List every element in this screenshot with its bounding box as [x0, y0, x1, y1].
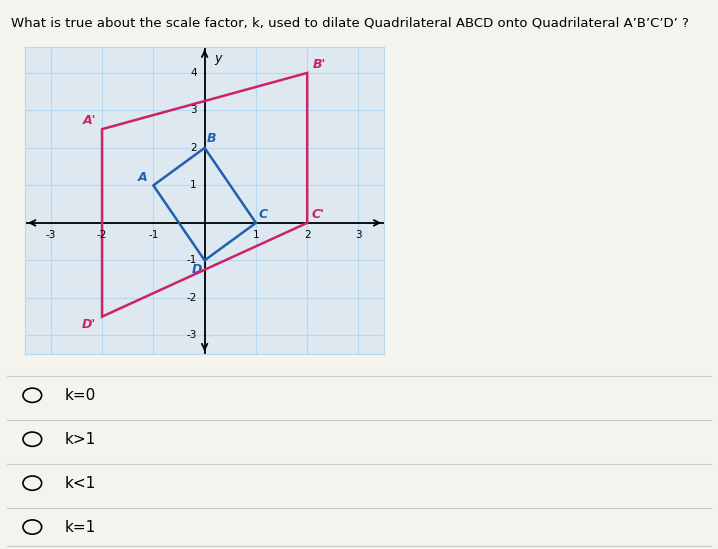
Text: A: A	[138, 171, 147, 183]
Text: k=0: k=0	[65, 388, 96, 403]
Text: -3: -3	[187, 330, 197, 340]
Text: B: B	[208, 132, 217, 145]
Text: C': C'	[312, 208, 325, 221]
Text: D: D	[192, 264, 202, 276]
Text: -2: -2	[97, 229, 107, 239]
Text: 2: 2	[304, 229, 310, 239]
Text: 3: 3	[190, 105, 197, 115]
Text: -2: -2	[187, 293, 197, 303]
Text: C: C	[258, 208, 268, 221]
Text: What is true about the scale factor, k, used to dilate Quadrilateral ABCD onto Q: What is true about the scale factor, k, …	[11, 16, 689, 30]
Text: B': B'	[312, 58, 326, 71]
Text: 2: 2	[190, 143, 197, 153]
Text: 4: 4	[190, 68, 197, 78]
Text: 1: 1	[190, 181, 197, 191]
Text: -3: -3	[45, 229, 56, 239]
Text: k<1: k<1	[65, 475, 96, 491]
Text: y: y	[214, 52, 221, 65]
Text: D': D'	[82, 318, 96, 332]
Text: k=1: k=1	[65, 519, 96, 535]
Text: 1: 1	[253, 229, 259, 239]
Text: -1: -1	[148, 229, 159, 239]
Text: A': A'	[83, 114, 96, 127]
Text: 3: 3	[355, 229, 362, 239]
Text: k>1: k>1	[65, 432, 96, 447]
Text: -1: -1	[187, 255, 197, 265]
